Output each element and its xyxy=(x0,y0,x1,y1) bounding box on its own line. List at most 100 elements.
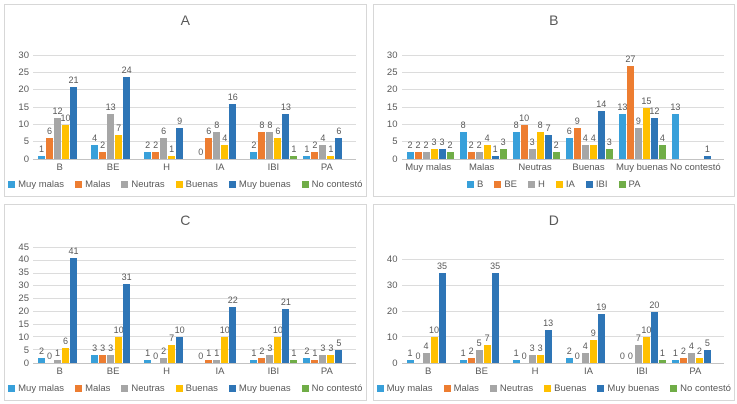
bar-no-contesto-ibi[interactable] xyxy=(290,155,298,159)
bar-be-muy-buenas[interactable] xyxy=(626,66,634,159)
bar-ibi-muy-buenas[interactable] xyxy=(650,117,658,159)
bar-muy-buenas-b[interactable] xyxy=(438,272,446,363)
bar-muy-malas-pa[interactable] xyxy=(671,360,679,363)
bar-neutras-b[interactable] xyxy=(422,352,430,363)
bar-h-malas[interactable] xyxy=(475,152,483,159)
legend-item-ibi[interactable]: IBI xyxy=(585,179,608,190)
bar-muy-buenas-h[interactable] xyxy=(176,337,184,363)
bar-buenas-b[interactable] xyxy=(430,337,438,363)
bar-malas-pa[interactable] xyxy=(311,360,319,363)
bar-h-muy-buenas[interactable] xyxy=(634,128,642,159)
bar-b-no-contesto[interactable] xyxy=(671,114,679,159)
chart-panel-a[interactable]: A 0 5 10 15 20 25 30 1 6 12 10 21 4 2 13 7 24 2 2 6 1 9 0 6 8 4 1… xyxy=(4,4,367,197)
bar-be-malas[interactable] xyxy=(467,152,475,159)
bar-pa-neutras[interactable] xyxy=(552,152,560,159)
bar-buenas-ibi[interactable] xyxy=(274,337,282,363)
bar-muy-malas-b[interactable] xyxy=(38,357,46,363)
bar-malas-pa[interactable] xyxy=(679,357,687,363)
bar-muy-malas-be[interactable] xyxy=(91,355,99,363)
bar-muy-malas-b[interactable] xyxy=(38,155,46,159)
bar-muy-buenas-ia[interactable] xyxy=(229,306,237,363)
bar-neutras-h[interactable] xyxy=(160,138,168,159)
bar-neutras-pa[interactable] xyxy=(319,145,327,159)
legend-item-neutras[interactable]: Neutras xyxy=(121,179,165,190)
legend-item-be[interactable]: BE xyxy=(494,179,517,190)
legend-item-muy-malas[interactable]: Muy malas xyxy=(376,383,433,394)
bar-ia-muy-malas[interactable] xyxy=(430,148,438,159)
bar-muy-malas-be[interactable] xyxy=(459,360,467,363)
bar-muy-buenas-be[interactable] xyxy=(123,76,131,159)
legend-item-b[interactable]: B xyxy=(467,179,483,190)
bar-neutras-be[interactable] xyxy=(107,114,115,159)
bar-neutras-ibi[interactable] xyxy=(634,344,642,363)
bar-ibi-no-contesto[interactable] xyxy=(703,155,711,159)
legend-item-h[interactable]: H xyxy=(528,179,545,190)
legend-item-no-contesto[interactable]: No contestó xyxy=(301,179,362,190)
legend-item-muy-buenas[interactable]: Muy buenas xyxy=(228,383,291,394)
bar-muy-malas-h[interactable] xyxy=(512,360,520,363)
bar-ibi-buenas[interactable] xyxy=(597,110,605,159)
bar-muy-buenas-b[interactable] xyxy=(70,258,78,363)
bar-muy-malas-be[interactable] xyxy=(91,145,99,159)
bar-be-buenas[interactable] xyxy=(573,128,581,159)
bar-buenas-h[interactable] xyxy=(168,345,176,363)
bar-ibi-muy-malas[interactable] xyxy=(438,148,446,159)
bar-b-neutras[interactable] xyxy=(512,131,520,159)
bar-pa-muy-buenas[interactable] xyxy=(658,145,666,159)
bar-muy-buenas-ibi[interactable] xyxy=(282,114,290,159)
bar-muy-buenas-ia[interactable] xyxy=(229,104,237,159)
bar-malas-ia[interactable] xyxy=(205,360,213,363)
bar-muy-buenas-ibi[interactable] xyxy=(282,309,290,363)
bar-muy-buenas-be[interactable] xyxy=(491,272,499,363)
bar-neutras-be[interactable] xyxy=(475,350,483,363)
bar-be-muy-malas[interactable] xyxy=(414,152,422,159)
bar-h-muy-malas[interactable] xyxy=(422,152,430,159)
bar-no-contesto-ibi[interactable] xyxy=(658,360,666,363)
bar-muy-malas-pa[interactable] xyxy=(303,357,311,363)
bar-buenas-pa[interactable] xyxy=(695,357,703,363)
bar-neutras-b[interactable] xyxy=(54,360,62,363)
bar-muy-malas-b[interactable] xyxy=(406,360,414,363)
bar-buenas-b[interactable] xyxy=(62,124,70,159)
bar-muy-buenas-be[interactable] xyxy=(123,283,131,363)
bar-malas-ibi[interactable] xyxy=(258,357,266,363)
bar-muy-buenas-h[interactable] xyxy=(544,329,552,363)
bar-muy-buenas-pa[interactable] xyxy=(335,350,343,363)
bar-neutras-ia[interactable] xyxy=(581,352,589,363)
bar-muy-buenas-h[interactable] xyxy=(176,128,184,159)
legend-item-buenas[interactable]: Buenas xyxy=(544,383,586,394)
legend-item-buenas[interactable]: Buenas xyxy=(175,383,218,394)
bar-buenas-ibi[interactable] xyxy=(642,337,650,363)
bar-neutras-pa[interactable] xyxy=(319,355,327,363)
chart-panel-d[interactable]: D 0 10 20 30 40 1 0 4 10 35 1 2 5 7 35 1 0 3 3 13 2 0 4 9 19 0 0 7… xyxy=(372,204,735,401)
bar-buenas-be[interactable] xyxy=(483,344,491,363)
bar-b-malas[interactable] xyxy=(459,131,467,159)
bar-neutras-ia[interactable] xyxy=(213,360,221,363)
chart-panel-b[interactable]: B 0 5 10 15 20 25 30 2 2 2 3 3 2 8 2 2 4 1 3 8 10 3 8 7 2 6 9 4 4 14… xyxy=(372,4,735,197)
bar-buenas-ia[interactable] xyxy=(589,339,597,363)
bar-muy-malas-ia[interactable] xyxy=(565,357,573,363)
bar-h-neutras[interactable] xyxy=(528,148,536,159)
bar-malas-ibi[interactable] xyxy=(258,131,266,159)
bar-muy-buenas-b[interactable] xyxy=(70,86,78,159)
bar-malas-be[interactable] xyxy=(99,152,107,159)
bar-muy-buenas-ibi[interactable] xyxy=(650,311,658,363)
bar-buenas-ia[interactable] xyxy=(221,337,229,363)
bar-buenas-be[interactable] xyxy=(115,134,123,159)
bar-ia-muy-buenas[interactable] xyxy=(642,107,650,159)
legend-item-malas[interactable]: Malas xyxy=(75,383,110,394)
bar-b-muy-malas[interactable] xyxy=(406,152,414,159)
bar-muy-buenas-ia[interactable] xyxy=(597,314,605,363)
bar-buenas-h[interactable] xyxy=(168,155,176,159)
bar-muy-malas-h[interactable] xyxy=(144,360,152,363)
bar-buenas-h[interactable] xyxy=(536,355,544,363)
bar-muy-malas-pa[interactable] xyxy=(303,155,311,159)
bar-malas-be[interactable] xyxy=(99,355,107,363)
legend-item-neutras[interactable]: Neutras xyxy=(489,383,533,394)
bar-neutras-ibi[interactable] xyxy=(266,131,274,159)
legend-item-malas[interactable]: Malas xyxy=(75,179,110,190)
bar-neutras-be[interactable] xyxy=(107,355,115,363)
bar-no-contesto-ibi[interactable] xyxy=(290,360,298,363)
bar-muy-malas-h[interactable] xyxy=(144,152,152,159)
legend-item-malas[interactable]: Malas xyxy=(443,383,479,394)
